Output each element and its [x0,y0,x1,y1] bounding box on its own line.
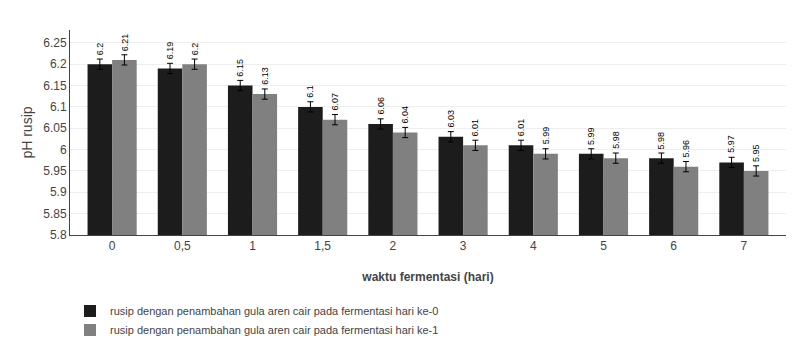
svg-text:6.05: 6.05 [43,121,67,135]
svg-text:6.21: 6.21 [120,34,130,52]
svg-text:5: 5 [600,239,607,253]
svg-text:1,5: 1,5 [314,239,331,253]
svg-text:6.1: 6.1 [50,100,67,114]
svg-text:5.98: 5.98 [611,131,621,149]
svg-text:6: 6 [60,143,67,157]
svg-text:6.2: 6.2 [50,57,67,71]
svg-text:4: 4 [530,239,537,253]
svg-text:1: 1 [249,239,256,253]
svg-text:3: 3 [460,239,467,253]
svg-text:5.98: 5.98 [656,132,666,150]
svg-text:5.8: 5.8 [50,228,67,242]
svg-text:5.97: 5.97 [726,135,736,153]
svg-text:0: 0 [109,239,116,253]
svg-text:6.15: 6.15 [43,79,67,93]
svg-text:6.15: 6.15 [235,59,245,77]
svg-text:6.25: 6.25 [43,36,67,50]
svg-text:rusip dengan penambahan gula a: rusip dengan penambahan gula aren cair p… [110,324,438,336]
svg-text:6.06: 6.06 [376,97,386,115]
svg-text:6.01: 6.01 [516,119,526,137]
svg-text:5.99: 5.99 [586,127,596,145]
svg-text:6.13: 6.13 [260,67,270,85]
svg-text:6: 6 [670,239,677,253]
svg-text:6.2: 6.2 [190,43,200,56]
svg-text:waktu fermentasi (hari): waktu fermentasi (hari) [361,270,493,284]
svg-text:0,5: 0,5 [174,239,191,253]
svg-text:5.99: 5.99 [541,127,551,145]
svg-text:5.96: 5.96 [681,140,691,158]
svg-text:6.03: 6.03 [446,110,456,128]
svg-text:6.1: 6.1 [305,85,315,98]
svg-text:6.19: 6.19 [165,42,175,60]
svg-text:5.95: 5.95 [43,164,67,178]
svg-text:7: 7 [741,239,748,253]
svg-text:pH rusip: pH rusip [19,106,35,158]
svg-text:6.2: 6.2 [95,43,105,56]
svg-text:6.04: 6.04 [400,106,410,124]
svg-text:5.95: 5.95 [751,144,761,162]
svg-text:2: 2 [390,239,397,253]
svg-text:6.07: 6.07 [330,93,340,111]
svg-text:rusip dengan penambahan gula a: rusip dengan penambahan gula aren cair p… [110,305,438,317]
svg-text:5.85: 5.85 [43,207,67,221]
svg-text:6.01: 6.01 [470,119,480,137]
svg-text:5.9: 5.9 [50,185,67,199]
